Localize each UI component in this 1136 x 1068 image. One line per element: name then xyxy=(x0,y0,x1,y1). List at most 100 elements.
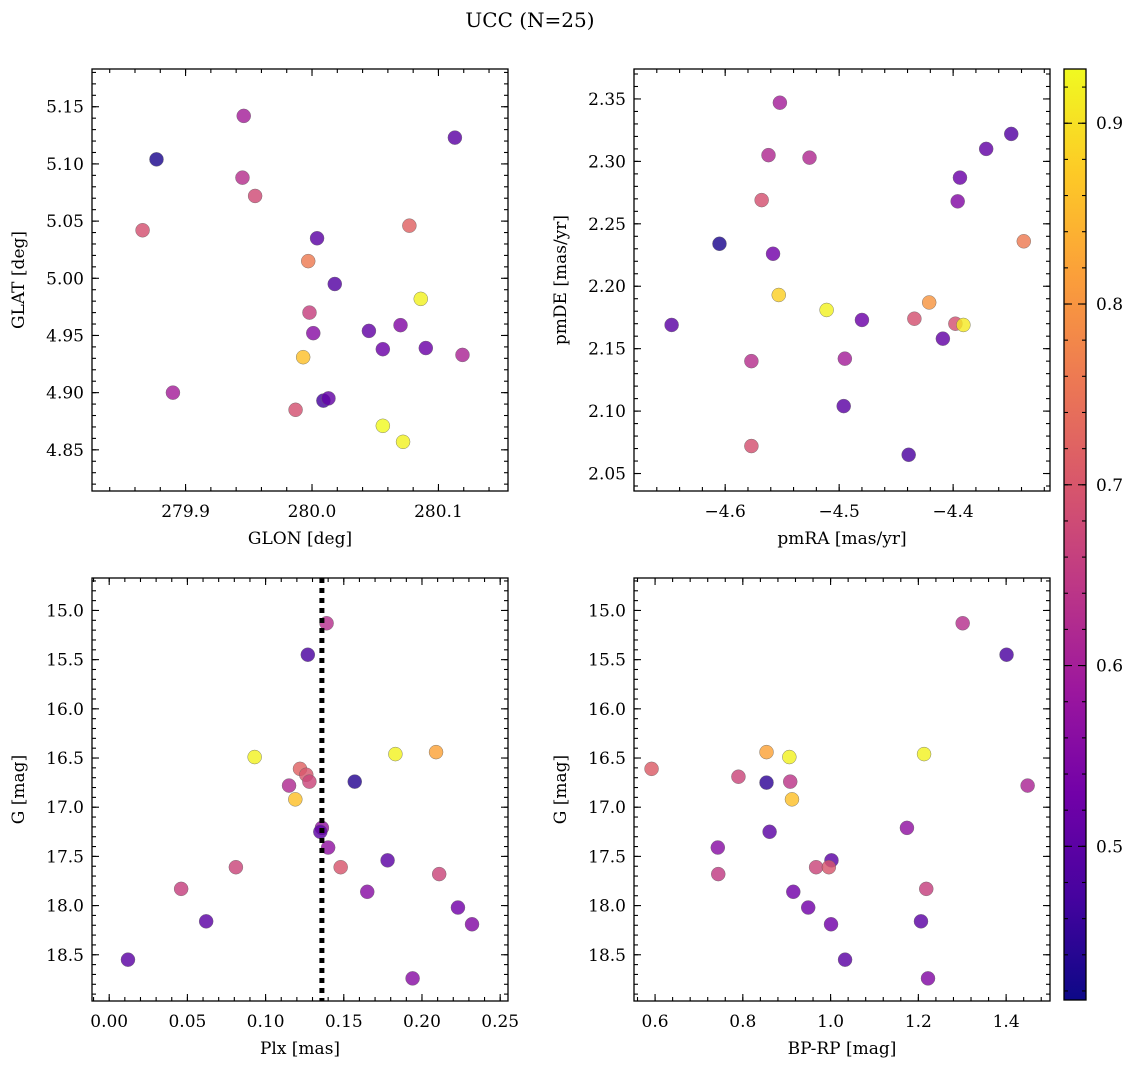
scatter-point xyxy=(455,347,470,363)
plot-frame xyxy=(91,577,509,1002)
scatter-point xyxy=(295,349,311,365)
scatter-point xyxy=(149,152,164,167)
scatter-point xyxy=(999,647,1014,662)
x-axis-label: BP-RP [mag] xyxy=(788,1039,897,1059)
y-axis-label: pmDE [mas/yr] xyxy=(551,215,571,345)
y-tick-label: 2.25 xyxy=(588,215,626,235)
x-tick-label: −4.5 xyxy=(819,502,860,522)
scatter-point xyxy=(120,952,136,967)
scatter-point xyxy=(644,761,659,777)
y-tick-label: 15.5 xyxy=(588,651,626,671)
scatter-point xyxy=(321,391,336,406)
scatter-point xyxy=(333,860,348,875)
scatter-point xyxy=(236,108,251,124)
scatter-point xyxy=(327,276,342,292)
y-tick-label: 5.05 xyxy=(46,212,84,232)
scatter-point xyxy=(978,141,994,157)
colorbar-tick-label: 0.7 xyxy=(1096,476,1123,496)
scatter-point xyxy=(744,438,759,454)
y-tick-label: 2.15 xyxy=(588,340,626,360)
scatter-point xyxy=(710,840,726,855)
scatter-point xyxy=(235,170,250,185)
y-tick-label: 2.05 xyxy=(588,465,626,485)
y-tick-label: 4.95 xyxy=(46,326,84,346)
scatter-point xyxy=(920,971,936,986)
colorbar-tick-label: 0.9 xyxy=(1096,114,1123,134)
scatter-point xyxy=(301,253,316,269)
scatter-point xyxy=(907,311,922,326)
scatter-point xyxy=(935,331,951,346)
scatter-point xyxy=(306,325,321,341)
scatter-point xyxy=(431,866,447,882)
x-tick-label: 1.0 xyxy=(817,1012,844,1032)
y-tick-label: 17.5 xyxy=(46,847,84,867)
axis-ticks xyxy=(633,69,1050,491)
scatter-point xyxy=(450,900,466,915)
x-tick-label: 1.4 xyxy=(993,1012,1020,1032)
scatter-point xyxy=(320,840,336,855)
scatter-point xyxy=(393,317,408,333)
panel-glon-glat: 279.9 280.0 280.1 4.85 4.90 4.95 5.00 5.05 5.10 5… xyxy=(9,68,509,549)
scatter-point xyxy=(759,744,774,760)
scatter-point xyxy=(418,340,434,356)
colorbar: 0.5 0.6 0.7 0.8 0.9 xyxy=(1063,68,1123,1001)
y-tick-label: 16.0 xyxy=(588,700,626,720)
axis-ticks xyxy=(634,578,1050,1001)
scatter-point xyxy=(228,860,244,875)
scatter-point xyxy=(784,792,800,807)
scatter-point xyxy=(956,317,971,333)
plot-frame xyxy=(633,68,1051,492)
y-tick-label: 16.0 xyxy=(46,700,84,720)
scatter-point xyxy=(165,385,181,400)
scatter-point xyxy=(772,95,788,110)
y-tick-label: 18.5 xyxy=(588,946,626,966)
y-tick-label: 18.0 xyxy=(588,897,626,917)
y-tick-label: 4.85 xyxy=(46,441,84,461)
scatter-point xyxy=(375,341,391,357)
scatter-point xyxy=(288,402,303,418)
scatter-point xyxy=(347,774,362,789)
scatter-point xyxy=(380,853,395,868)
scatter-point xyxy=(950,194,965,209)
scatter-point xyxy=(765,246,781,261)
y-axis-label: G [mag] xyxy=(9,755,29,824)
scatter-point xyxy=(802,150,817,165)
x-tick-label: 0.8 xyxy=(729,1012,756,1032)
scatter-point xyxy=(783,774,798,789)
scatter-point xyxy=(247,749,262,765)
scatter-point xyxy=(916,746,932,762)
scatter-point xyxy=(899,820,915,836)
scatter-point xyxy=(801,900,816,915)
scatter-point xyxy=(1004,126,1019,142)
scatter-point xyxy=(754,192,769,208)
scatter-point xyxy=(744,353,759,369)
scatter-point xyxy=(712,236,727,251)
scatter-point xyxy=(731,769,746,784)
x-tick-label: 0.15 xyxy=(325,1012,363,1032)
panel-bprp-g: 0.6 0.8 1.0 1.2 1.4 15.0 15.5 16.0 16.5 17.0 17.5 1… xyxy=(551,577,1051,1059)
x-tick-label: 0.05 xyxy=(168,1012,206,1032)
scatter-point xyxy=(711,866,726,882)
x-tick-label: −4.6 xyxy=(705,502,746,522)
scatter-points xyxy=(644,616,1035,986)
scatter-point xyxy=(821,860,837,875)
y-tick-label: 2.35 xyxy=(588,90,626,110)
panel-plx-g: 0.00 0.05 0.10 0.15 0.20 0.25 15.0 15.5 16.0 16.5… xyxy=(9,577,519,1059)
scatter-point xyxy=(1020,778,1035,793)
y-tick-label: 2.20 xyxy=(588,277,626,297)
y-tick-label: 17.0 xyxy=(46,798,84,818)
y-tick-label: 2.30 xyxy=(588,152,626,172)
y-tick-label: 5.10 xyxy=(46,155,84,175)
scatter-point xyxy=(375,418,391,434)
scatter-point xyxy=(402,218,417,233)
scatter-point xyxy=(395,434,411,450)
y-tick-label: 16.5 xyxy=(588,749,626,769)
scatter-point xyxy=(135,223,150,238)
y-tick-label: 5.00 xyxy=(46,269,84,289)
scatter-point xyxy=(1016,234,1031,249)
scatter-point xyxy=(302,305,317,320)
scatter-points xyxy=(664,95,1031,462)
scatter-point xyxy=(782,749,797,765)
y-tick-label: 17.5 xyxy=(588,847,626,867)
scatter-point xyxy=(836,398,851,414)
